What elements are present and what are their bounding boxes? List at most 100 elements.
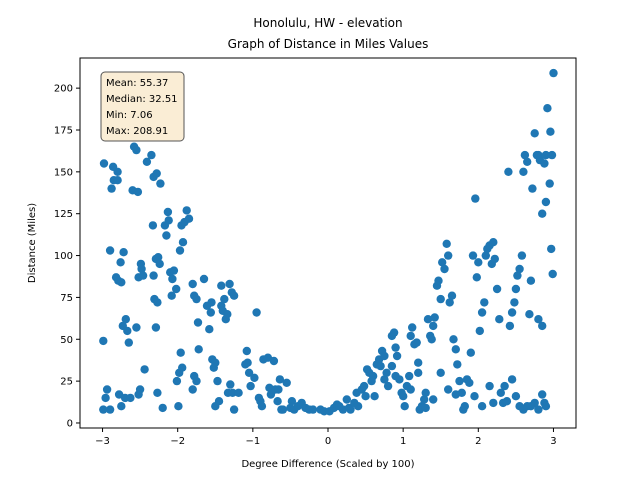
data-point <box>538 209 547 218</box>
x-tick-label: 2 <box>475 436 481 447</box>
y-tick-label: 175 <box>54 125 73 136</box>
data-point <box>113 176 122 185</box>
data-point <box>217 281 226 290</box>
data-point <box>192 376 201 386</box>
data-point <box>471 194 480 203</box>
data-point <box>226 380 235 389</box>
data-point <box>193 318 203 327</box>
data-point <box>505 321 515 331</box>
data-point <box>126 393 135 403</box>
data-point <box>421 403 430 413</box>
data-point <box>123 326 132 336</box>
stats-min: Min: 7.06 <box>106 110 153 121</box>
data-point <box>205 325 214 334</box>
data-point <box>192 294 201 304</box>
data-point <box>121 315 130 324</box>
data-point <box>475 326 484 336</box>
x-tick-label: −3 <box>95 436 110 447</box>
data-points <box>99 68 558 416</box>
data-point <box>142 157 152 166</box>
x-tick-label: −1 <box>245 436 260 447</box>
data-point <box>380 351 389 361</box>
x-axis-label: Degree Difference (Scaled by 100) <box>241 459 414 470</box>
data-point <box>162 231 171 240</box>
data-point <box>507 375 517 384</box>
data-point <box>117 278 126 287</box>
data-point <box>199 274 209 284</box>
chart-title: Honolulu, HW - elevation <box>253 16 402 30</box>
data-point <box>252 308 261 317</box>
data-point <box>158 403 167 413</box>
data-point <box>477 308 487 317</box>
data-point <box>500 381 509 391</box>
data-point <box>99 336 108 346</box>
data-point <box>489 398 498 408</box>
data-point <box>472 273 481 282</box>
data-point <box>361 392 370 401</box>
y-tick-label: 100 <box>54 251 73 262</box>
data-point <box>287 397 297 406</box>
data-point <box>387 361 397 371</box>
data-point <box>228 388 237 397</box>
x-tick-label: 1 <box>400 436 406 447</box>
x-tick-label: 3 <box>550 436 556 447</box>
data-point <box>229 405 239 414</box>
data-point <box>282 378 291 387</box>
data-point <box>541 150 551 160</box>
data-point <box>392 351 402 361</box>
data-point <box>490 254 499 264</box>
data-point <box>391 343 400 352</box>
data-point <box>405 371 414 381</box>
data-point <box>496 388 505 397</box>
data-point <box>436 368 445 377</box>
data-point <box>176 348 185 357</box>
data-point <box>495 315 504 324</box>
data-point <box>163 207 173 217</box>
data-point <box>420 395 429 404</box>
data-point <box>164 216 173 225</box>
data-point <box>442 239 451 248</box>
data-point <box>414 368 423 377</box>
data-point <box>182 206 191 215</box>
data-point <box>243 358 252 367</box>
data-point <box>155 259 164 269</box>
data-point <box>223 310 232 319</box>
y-tick-label: 0 <box>67 418 73 429</box>
data-point <box>376 361 385 371</box>
data-point <box>152 169 161 178</box>
data-point <box>480 298 489 307</box>
data-point <box>147 150 156 160</box>
data-point <box>489 238 498 247</box>
data-point <box>137 264 146 274</box>
data-point <box>225 279 234 289</box>
data-point <box>540 159 549 168</box>
data-point <box>421 388 430 397</box>
data-point <box>525 310 534 319</box>
data-point <box>444 385 453 394</box>
data-point <box>502 397 512 406</box>
data-point <box>134 390 143 399</box>
data-point <box>406 385 415 394</box>
data-point <box>547 244 556 254</box>
stats-mean: Mean: 55.37 <box>106 78 168 89</box>
stats-box: Mean: 55.37 Median: 32.51 Min: 7.06 Max:… <box>100 71 185 142</box>
plot-area-frame <box>79 57 577 429</box>
data-point <box>124 338 133 347</box>
data-point <box>451 390 460 399</box>
stats-max: Max: 208.91 <box>106 126 168 137</box>
data-point <box>434 276 443 285</box>
data-point <box>342 395 351 404</box>
data-point <box>156 179 165 188</box>
data-point <box>172 376 182 386</box>
data-point <box>515 264 524 274</box>
data-point <box>149 271 158 280</box>
data-point <box>184 214 194 223</box>
data-point <box>168 274 177 284</box>
data-point <box>541 197 551 207</box>
data-point <box>427 335 436 344</box>
data-point <box>389 328 399 337</box>
data-point <box>117 402 126 411</box>
data-point <box>105 246 115 255</box>
data-point <box>440 264 449 274</box>
